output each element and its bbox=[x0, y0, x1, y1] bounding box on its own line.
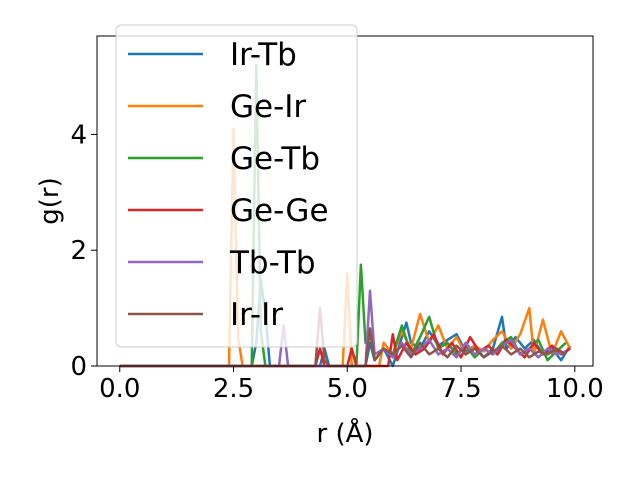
legend-label-tb-tb: Tb-Tb bbox=[229, 245, 316, 281]
y-tick-label: 0 bbox=[70, 352, 87, 382]
x-tick-label: 2.5 bbox=[213, 374, 254, 404]
x-tick-label: 10.0 bbox=[546, 374, 604, 404]
legend-label-ge-tb: Ge-Tb bbox=[230, 141, 320, 177]
x-axis-label: r (Å) bbox=[316, 417, 373, 449]
x-tick-label: 0.0 bbox=[99, 374, 140, 404]
y-tick-label: 4 bbox=[70, 120, 87, 150]
y-axis-label: g(r) bbox=[35, 177, 65, 224]
x-tick-label: 5.0 bbox=[327, 374, 368, 404]
x-tick-label: 7.5 bbox=[440, 374, 481, 404]
legend-label-ge-ir: Ge-Ir bbox=[230, 89, 306, 125]
legend-label-ge-ge: Ge-Ge bbox=[230, 193, 329, 229]
x-axis: 0.0 2.5 5.0 7.5 10.0 bbox=[99, 366, 604, 404]
legend-label-ir-ir: Ir-Ir bbox=[230, 297, 283, 333]
y-axis: 0 2 4 bbox=[70, 120, 97, 382]
legend: Ir-Tb Ge-Ir Ge-Tb Ge-Ge Tb-Tb Ir-Ir bbox=[115, 24, 358, 348]
legend-label-ir-tb: Ir-Tb bbox=[230, 37, 297, 73]
y-tick-label: 2 bbox=[70, 236, 87, 266]
